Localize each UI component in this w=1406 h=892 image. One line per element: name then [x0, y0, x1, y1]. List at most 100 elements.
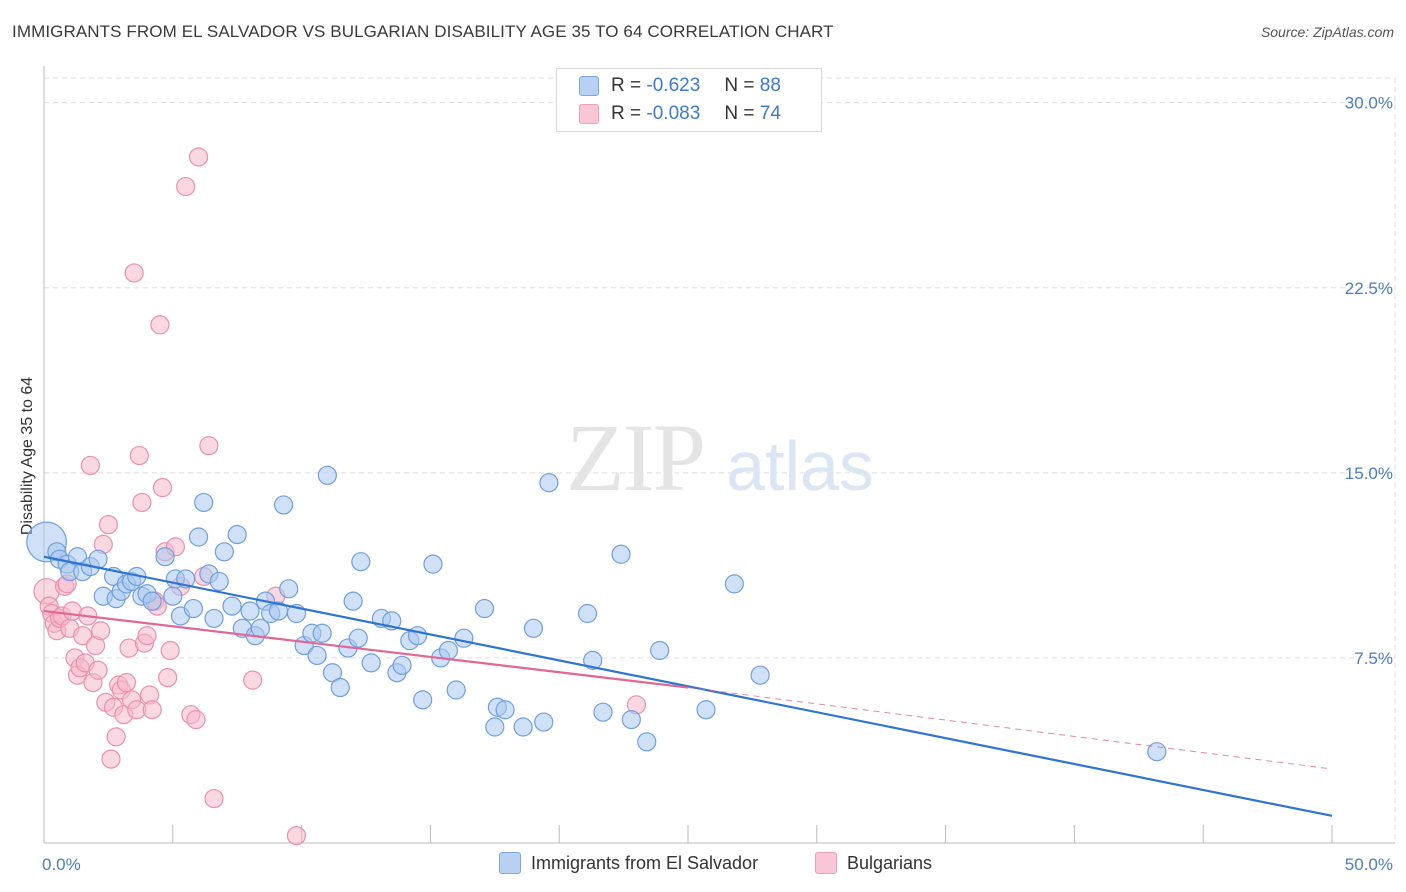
el-salvador-point: [724, 574, 744, 594]
el-salvador-point: [577, 603, 598, 624]
bulgarians-point: [116, 672, 137, 693]
y-tick-label: 15.0%: [1345, 464, 1393, 483]
el-salvador-point: [650, 640, 670, 661]
bottom-legend-label: Bulgarians: [847, 852, 933, 873]
el-salvador-point: [348, 628, 368, 648]
el-salvador-point: [534, 712, 554, 732]
el-salvador-point: [322, 663, 343, 683]
el-salvador-point: [163, 586, 183, 606]
y-tick-label: 30.0%: [1345, 94, 1393, 113]
axes: [43, 66, 1395, 844]
bottom-legend-label: Immigrants from El Salvador: [531, 852, 759, 873]
el-salvador-point: [438, 640, 459, 661]
bottom-legend-bulgarians: Bulgarians: [815, 852, 932, 874]
el-salvador-point: [317, 465, 337, 485]
el-salvador-point: [343, 591, 363, 611]
bulgarians-points: [33, 147, 647, 846]
el-salvador-point: [273, 495, 294, 515]
el-salvador-point: [392, 655, 412, 675]
tick-labels: 7.5% 15.0% 22.5% 30.0% 0.0% 50.0%: [42, 94, 1393, 874]
el-salvador-point: [593, 702, 613, 722]
el-salvador-point: [351, 552, 371, 572]
legend-n-label: N =: [724, 75, 755, 96]
el-salvador-point: [513, 717, 533, 737]
legend-n-label: N =: [724, 103, 755, 124]
watermark: ZIP atlas: [566, 404, 874, 511]
el-salvador-point: [183, 598, 204, 619]
el-salvador-point: [611, 544, 631, 564]
bulgarians-point: [160, 640, 180, 661]
el-salvador-point: [142, 591, 162, 611]
el-salvador-point: [209, 571, 229, 592]
bulgarians-point: [80, 455, 100, 476]
x-tick-label: 0.0%: [42, 855, 81, 874]
bulgarians-point: [199, 436, 219, 456]
bulgarians-point: [286, 825, 307, 846]
stats-legend: R = -0.623 N = 88 R = -0.083 N = 74: [556, 68, 822, 132]
bulgarians-point: [176, 176, 196, 197]
el-salvador-point: [454, 628, 474, 648]
y-tick-label: 7.5%: [1354, 649, 1393, 668]
el-salvador-point: [750, 665, 770, 685]
x-tick-label: 50.0%: [1345, 855, 1393, 874]
bulgarians-point: [124, 263, 144, 283]
bulgarians-point: [106, 727, 126, 747]
el-salvador-point: [539, 473, 559, 493]
legend-r-label: R =: [611, 103, 642, 124]
el-salvador-point: [194, 492, 214, 513]
bulgarians-point: [88, 660, 108, 680]
legend-row-el-salvador: R = -0.623 N = 88: [579, 73, 781, 99]
el-salvador-point: [204, 608, 224, 629]
bulgarians-point: [132, 492, 152, 513]
bulgarians-point: [150, 315, 170, 335]
bulgarians-point: [204, 788, 224, 809]
legend-row-bulgarians: R = -0.083 N = 74: [579, 101, 781, 127]
el-salvador-point: [330, 677, 350, 698]
el-salvador-point: [446, 680, 466, 700]
el-salvador-point: [583, 650, 603, 670]
el-salvador-point: [696, 700, 716, 720]
bulgarians-point: [142, 700, 162, 720]
el-salvador-point: [155, 547, 175, 567]
el-salvador-point: [637, 732, 657, 752]
watermark-atlas: atlas: [726, 427, 874, 505]
bottom-legend-swatch-blue: [499, 852, 521, 874]
el-salvador-point: [279, 579, 299, 599]
bulgarians-trend-extension: [687, 687, 1333, 770]
bottom-legend-swatch-pink: [815, 852, 837, 874]
el-salvador-point: [312, 623, 332, 643]
el-salvador-point: [222, 596, 242, 616]
bulgarians-point: [91, 621, 111, 641]
legend-r-value: -0.083: [646, 103, 701, 124]
el-salvador-point: [227, 524, 247, 545]
bulgarians-point: [137, 626, 157, 646]
bulgarians-trend-line: [43, 609, 689, 689]
legend-swatch-blue: [579, 76, 599, 96]
bulgarians-point: [188, 147, 209, 167]
bulgarians-point: [73, 626, 93, 646]
chart-title: IMMIGRANTS FROM EL SALVADOR VS BULGARIAN…: [12, 22, 834, 41]
el-salvador-point: [307, 645, 327, 666]
bulgarians-point: [152, 478, 173, 498]
chart-source: Source: ZipAtlas.com: [1260, 24, 1394, 40]
watermark-zip: ZIP: [566, 404, 704, 511]
gridlines: [44, 77, 1396, 843]
legend-r-value: -0.623: [646, 75, 701, 96]
el-salvador-point: [413, 690, 433, 710]
bulgarians-point: [158, 668, 178, 688]
el-salvador-point: [1147, 742, 1167, 762]
bulgarians-point: [186, 710, 206, 730]
el-salvador-point: [423, 554, 443, 574]
y-tick-label: 22.5%: [1345, 279, 1393, 298]
el-salvador-point: [240, 601, 260, 621]
legend-r-label: R =: [611, 75, 642, 96]
legend-n-value: 74: [759, 103, 781, 124]
legend-swatch-pink: [579, 104, 599, 124]
el-salvador-point: [495, 700, 515, 720]
el-salvador-trend-line: [43, 555, 1333, 817]
bottom-legend-el-salvador: Immigrants from El Salvador: [499, 852, 758, 874]
el-salvador-point: [621, 710, 641, 730]
el-salvador-point: [214, 542, 234, 562]
bulgarians-point: [129, 445, 149, 466]
